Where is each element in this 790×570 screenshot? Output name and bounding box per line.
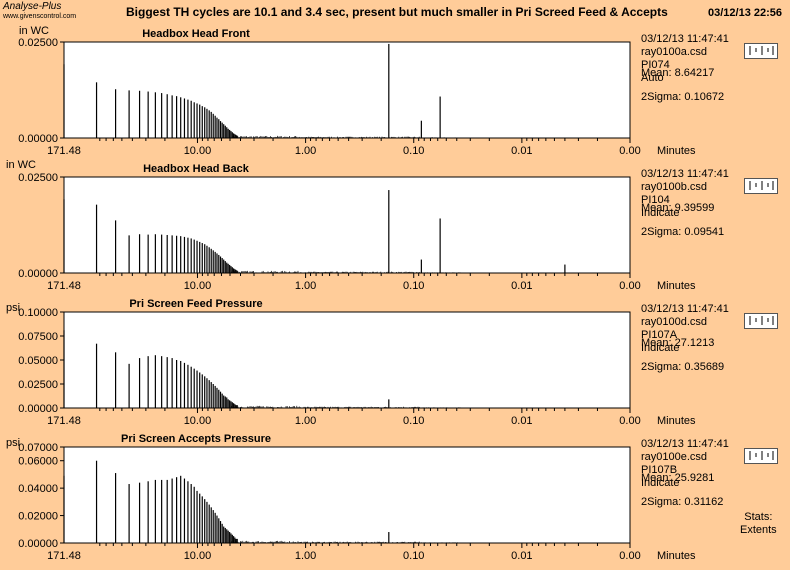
info-mean: Mean: 25.9281: [641, 472, 715, 484]
y-tick-label: 0.04000: [18, 483, 58, 495]
x-tick-label: 0.10: [403, 550, 424, 562]
info-timestamp: 03/12/13 11:47:41: [641, 303, 729, 315]
x-tick-label: 1.00: [295, 145, 316, 157]
info-mode: Auto: [641, 72, 664, 84]
report-datetime: 03/12/13 22:56: [708, 7, 783, 19]
info-file: ray0100e.csd: [641, 451, 708, 463]
stats-label: Stats:: [744, 511, 773, 523]
scale-button[interactable]: [744, 43, 778, 59]
info-mode: Indicate: [641, 207, 680, 219]
y-tick-label: 0.02500: [18, 37, 58, 49]
info-file: ray0100b.csd: [641, 181, 708, 193]
info-sigma: 2Sigma: 0.31162: [641, 496, 724, 508]
info-mode: Indicate: [641, 477, 680, 489]
scale-icon: [749, 181, 774, 190]
y-tick-label: 0.00000: [18, 133, 58, 145]
info-mode: Indicate: [641, 342, 680, 354]
info-timestamp: 03/12/13 11:47:41: [641, 33, 729, 45]
extents-label: Extents: [740, 524, 777, 536]
chart-title: Pri Screen Accepts Pressure: [120, 433, 271, 445]
x-tick-label: 10.00: [184, 550, 212, 562]
info-mean: Mean: 8.64217: [641, 67, 715, 79]
x-tick-label: 0.00: [619, 145, 640, 157]
x-tick-label: 0.01: [511, 280, 532, 292]
x-tick-label: 0.00: [619, 550, 640, 562]
x-tick-label: 0.01: [511, 550, 532, 562]
plot-area[interactable]: [63, 176, 631, 274]
y-tick-label: 0.02500: [18, 172, 58, 184]
x-tick-label: 10.00: [184, 280, 212, 292]
plot-area[interactable]: [63, 446, 631, 544]
y-tick-label: 0.06000: [18, 456, 58, 468]
x-tick-label: 171.48: [47, 415, 81, 427]
x-tick-label: 1.00: [295, 280, 316, 292]
info-sigma: 2Sigma: 0.35689: [641, 361, 725, 373]
info-mean: Mean: 9.39599: [641, 202, 715, 214]
scale-button[interactable]: [744, 178, 778, 194]
scale-button[interactable]: [744, 313, 778, 329]
x-tick-label: 1.00: [295, 415, 316, 427]
scale-icon: [749, 451, 774, 460]
info-sigma: 2Sigma: 0.09541: [641, 226, 725, 238]
x-tick-label: 171.48: [47, 280, 81, 292]
y-axis-unit: psi: [6, 437, 21, 449]
chart-title: Headbox Head Front: [142, 28, 250, 40]
info-timestamp: 03/12/13 11:47:41: [641, 168, 729, 180]
y-tick-label: 0.00000: [18, 403, 58, 415]
y-axis-unit: psi: [6, 302, 21, 314]
info-tag: PI104: [641, 194, 670, 206]
info-tag: PI107A: [641, 329, 678, 341]
y-tick-label: 0.02500: [18, 379, 58, 391]
x-tick-label: 0.10: [403, 415, 424, 427]
x-axis-label: Minutes: [657, 550, 696, 562]
x-tick-label: 0.00: [619, 280, 640, 292]
y-tick-label: 0.00000: [18, 268, 58, 280]
y-tick-label: 0.00000: [18, 538, 58, 550]
y-axis-unit: in WC: [6, 159, 36, 171]
info-file: ray0100d.csd: [641, 316, 708, 328]
y-tick-label: 0.02000: [18, 511, 58, 523]
info-file: ray0100a.csd: [641, 46, 708, 58]
scale-icon: [749, 316, 774, 325]
chart-title: Headbox Head Back: [143, 163, 249, 175]
info-tag: PI107B: [641, 464, 678, 476]
chart-svg: 0.07000 0.06000 0.04000 0.02000 0.00000171.4…: [18, 442, 696, 562]
x-tick-label: 0.10: [403, 280, 424, 292]
info-tag: PI074: [641, 59, 670, 71]
app-name: Analyse-Plus: [3, 1, 62, 12]
y-tick-label: 0.10000: [18, 307, 58, 319]
x-tick-label: 10.00: [184, 415, 212, 427]
chart-title: Pri Screen Feed Pressure: [129, 298, 263, 310]
x-tick-label: 171.48: [47, 145, 81, 157]
plot-area[interactable]: [63, 311, 631, 409]
info-sigma: 2Sigma: 0.10672: [641, 91, 725, 103]
y-tick-label: 0.05000: [18, 355, 58, 367]
app-website: www.givenscontrol.com: [3, 13, 77, 20]
scale-button[interactable]: [744, 448, 778, 464]
plot-area[interactable]: [63, 41, 631, 139]
y-axis-unit: in WC: [19, 25, 49, 37]
x-axis-label: Minutes: [657, 280, 696, 292]
x-tick-label: 171.48: [47, 550, 81, 562]
x-tick-label: 0.00: [619, 415, 640, 427]
x-tick-label: 10.00: [184, 145, 212, 157]
x-axis-label: Minutes: [657, 145, 696, 157]
page-title: Biggest TH cycles are 10.1 and 3.4 sec, …: [126, 5, 668, 19]
stats-extents-button[interactable]: Stats: Extents: [740, 511, 777, 537]
x-tick-label: 1.00: [295, 550, 316, 562]
info-mean: Mean: 27.1213: [641, 337, 715, 349]
scale-icon: [749, 46, 774, 55]
x-tick-label: 0.01: [511, 415, 532, 427]
y-tick-label: 0.07000: [18, 442, 58, 454]
info-timestamp: 03/12/13 11:47:41: [641, 438, 729, 450]
y-tick-label: 0.07500: [18, 331, 58, 343]
x-tick-label: 0.01: [511, 145, 532, 157]
x-tick-label: 0.10: [403, 145, 424, 157]
x-axis-label: Minutes: [657, 415, 696, 427]
chart-svg: 0.10000 0.07500 0.05000 0.02500 0.00000171.4…: [18, 307, 696, 427]
